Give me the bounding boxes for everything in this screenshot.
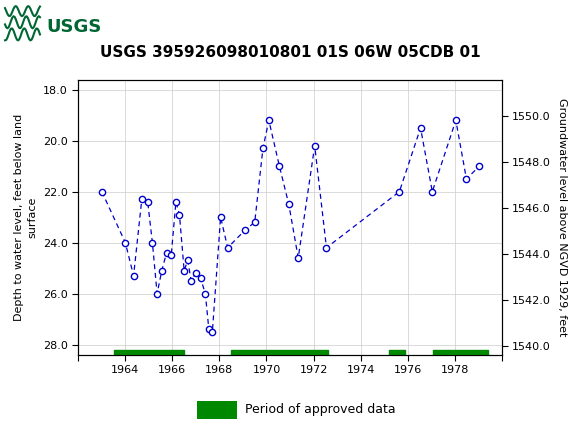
Y-axis label: Depth to water level, feet below land
surface: Depth to water level, feet below land su… [14,114,38,321]
Bar [3,3,91,52]
Text: USGS: USGS [46,18,102,36]
Text: USGS 395926098010801 01S 06W 05CDB 01: USGS 395926098010801 01S 06W 05CDB 01 [100,45,480,60]
Y-axis label: Groundwater level above NGVD 1929, feet: Groundwater level above NGVD 1929, feet [557,98,567,336]
Text: Period of approved data: Period of approved data [245,403,396,416]
Bar [197,401,237,419]
